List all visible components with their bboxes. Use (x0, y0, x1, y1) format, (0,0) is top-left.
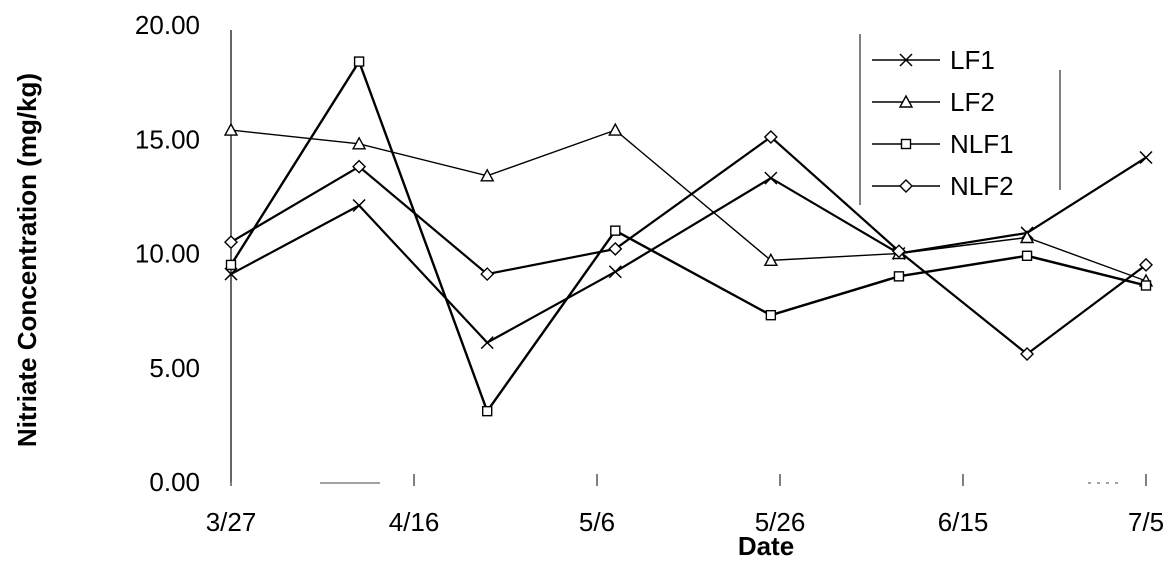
data-point (608, 265, 622, 279)
legend-item: NLF2 (872, 171, 1014, 201)
y-tick-label: 10.00 (135, 239, 200, 269)
data-point (893, 271, 905, 282)
series-nlf1 (225, 56, 1152, 417)
legend-label: NLF2 (950, 171, 1014, 201)
x-tick-label: 5/6 (579, 507, 615, 537)
y-tick-label: 20.00 (135, 10, 200, 40)
series-line (230, 156, 1147, 344)
series-nlf2 (224, 129, 1153, 362)
series-lines (223, 56, 1154, 417)
x-tick-label: 7/5 (1128, 507, 1164, 537)
legend-label: NLF1 (950, 129, 1014, 159)
data-point (352, 198, 366, 213)
y-tick-label: 5.00 (149, 353, 200, 383)
x-tick-label: 4/16 (389, 507, 440, 537)
data-point (482, 405, 493, 417)
data-point (765, 309, 777, 321)
data-point (764, 171, 778, 185)
data-point (610, 225, 621, 236)
legend-marker (900, 138, 912, 150)
data-point (608, 241, 623, 256)
data-point (480, 168, 495, 182)
data-point (763, 129, 778, 144)
legend-item: LF1 (872, 45, 995, 75)
data-point (1020, 347, 1035, 362)
data-point (223, 122, 239, 136)
data-point (480, 267, 495, 282)
legend-item: NLF1 (872, 129, 1014, 159)
data-point (224, 235, 238, 250)
x-tick-label: 5/26 (755, 507, 806, 537)
x-tick-label: 3/27 (206, 507, 257, 537)
y-axis-title: Nitriate Concentration (mg/kg) (12, 73, 42, 447)
axes: 0.00 5.00 10.00 15.00 20.00 3/27 4/16 5/6 5/26 6/… (135, 10, 1164, 537)
x-axis-title: Date (738, 531, 794, 561)
y-tick-label: 0.00 (149, 467, 200, 497)
legend-marker (899, 53, 913, 67)
data-point (763, 252, 779, 267)
series-line (230, 135, 1147, 356)
y-tick-label: 15.00 (135, 124, 200, 154)
legend-marker (898, 94, 914, 108)
data-point (480, 336, 494, 350)
data-point (353, 56, 365, 67)
x-tick-label: 6/15 (938, 507, 989, 537)
legend-label: LF1 (950, 45, 995, 75)
legend-label: LF2 (950, 87, 995, 117)
data-point (351, 136, 367, 150)
data-point (891, 244, 906, 259)
series-line (230, 129, 1147, 282)
data-point (1019, 230, 1035, 244)
data-point (1139, 257, 1153, 272)
data-point (225, 259, 237, 271)
data-point (1139, 150, 1153, 165)
legend: LF1 LF2 NLF1 NLF2 (859, 34, 1061, 205)
series-line (229, 58, 1147, 414)
data-point (352, 159, 367, 174)
data-point (1140, 280, 1152, 291)
legend-item: LF2 (872, 87, 995, 117)
data-point (608, 122, 623, 136)
legend-marker (899, 179, 913, 193)
data-point (1021, 250, 1033, 261)
